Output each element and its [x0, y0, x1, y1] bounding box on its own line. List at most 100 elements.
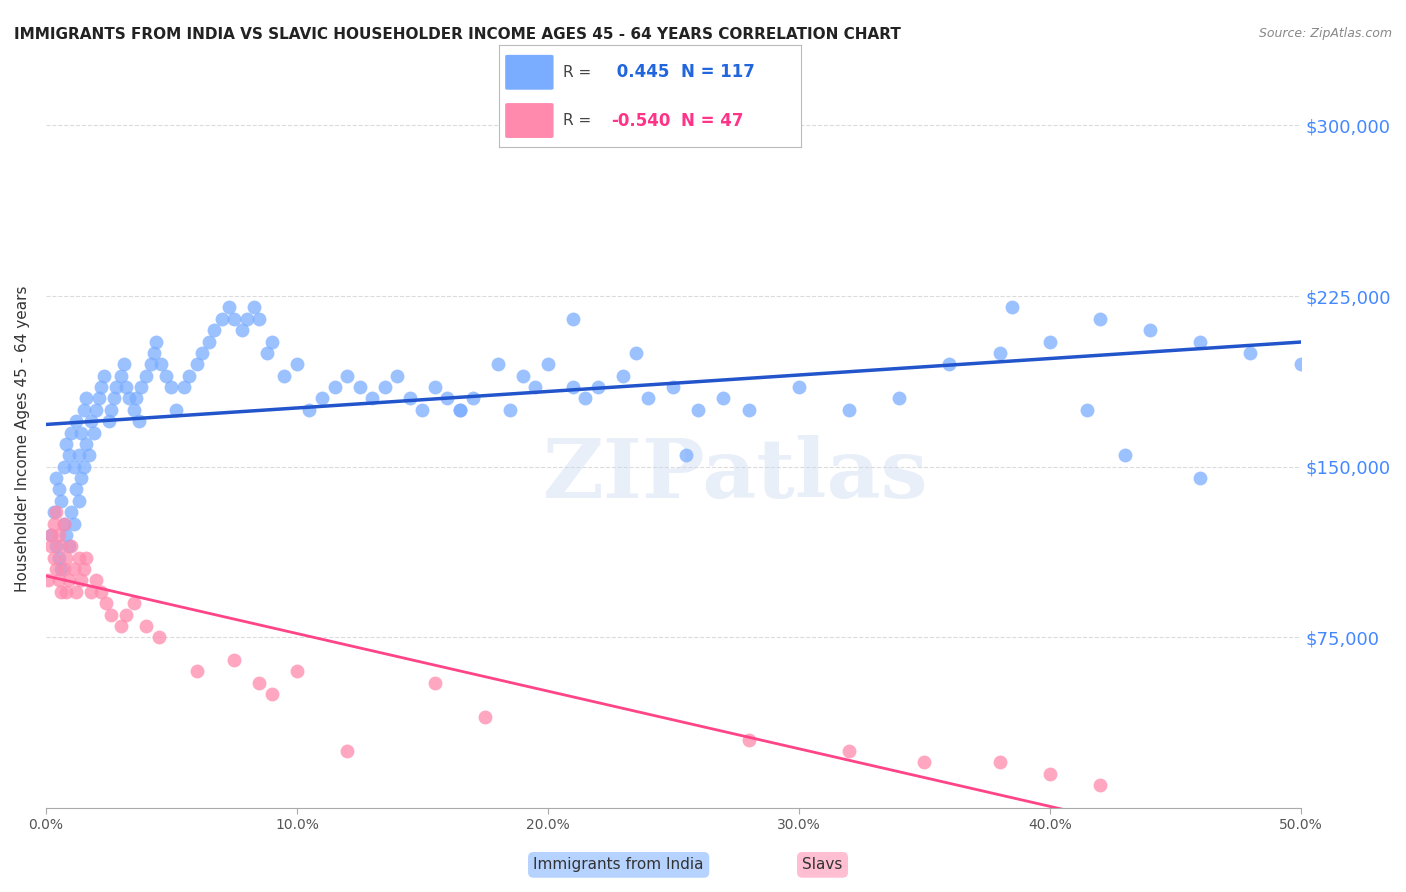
Point [449, 402, 471, 417]
Point [42, 550, 65, 565]
Point [128, 414, 150, 428]
Text: Immigrants from India: Immigrants from India [533, 857, 704, 872]
Point [177, 368, 200, 383]
Point [93, 368, 115, 383]
FancyBboxPatch shape [505, 103, 554, 138]
Point [150, 357, 173, 371]
Point [612, 368, 634, 383]
Point [72, 562, 94, 576]
Point [224, 653, 246, 667]
Point [285, 357, 308, 371]
Point [1114, 448, 1136, 462]
Point [624, 346, 647, 360]
Point [55, 437, 77, 451]
Point [62, 459, 84, 474]
Point [224, 311, 246, 326]
Point [586, 380, 609, 394]
Point [112, 357, 135, 371]
Point [48, 574, 70, 588]
Point [75, 437, 97, 451]
Point [247, 311, 270, 326]
Text: R =: R = [562, 113, 591, 128]
Point [48, 550, 70, 565]
Point [48, 528, 70, 542]
Point [39, 539, 62, 553]
Point [374, 380, 396, 394]
Point [65, 414, 87, 428]
Point [55, 584, 77, 599]
Point [499, 402, 522, 417]
Point [988, 346, 1011, 360]
Point [135, 619, 157, 633]
Point [537, 357, 560, 371]
Point [39, 528, 62, 542]
Point [84, 402, 107, 417]
Point [787, 380, 810, 394]
Point [49, 562, 72, 576]
Point [1189, 471, 1212, 485]
Point [45, 562, 67, 576]
Point [141, 357, 163, 371]
Point [1039, 767, 1062, 781]
Point [42, 505, 65, 519]
Point [60, 425, 83, 440]
Point [260, 687, 283, 701]
Point [1139, 323, 1161, 337]
Point [97, 414, 120, 428]
Text: -0.540: -0.540 [612, 112, 671, 129]
Point [49, 493, 72, 508]
Point [58, 448, 80, 462]
Point [336, 744, 359, 758]
Point [361, 392, 384, 406]
Point [838, 744, 860, 758]
Point [52, 459, 75, 474]
Point [423, 676, 446, 690]
Point [273, 368, 295, 383]
Point [142, 346, 165, 360]
Point [1039, 334, 1062, 349]
Point [37, 574, 59, 588]
Point [131, 380, 153, 394]
Point [100, 402, 122, 417]
Point [512, 368, 534, 383]
Point [45, 505, 67, 519]
Y-axis label: Householder Income Ages 45 - 64 years: Householder Income Ages 45 - 64 years [15, 285, 30, 591]
Point [737, 732, 759, 747]
Point [1289, 357, 1312, 371]
Point [42, 516, 65, 531]
Point [105, 380, 128, 394]
Point [115, 607, 138, 622]
Point [423, 380, 446, 394]
Point [298, 402, 321, 417]
Point [80, 584, 103, 599]
Point [58, 574, 80, 588]
Point [912, 756, 935, 770]
Point [52, 516, 75, 531]
Point [256, 346, 278, 360]
Point [285, 665, 308, 679]
Point [122, 402, 145, 417]
Point [675, 448, 697, 462]
Point [125, 392, 148, 406]
Point [662, 380, 685, 394]
Point [260, 334, 283, 349]
Point [65, 584, 87, 599]
Text: R =: R = [562, 65, 591, 79]
Point [87, 392, 110, 406]
Point [737, 402, 759, 417]
Point [247, 676, 270, 690]
Point [243, 301, 266, 315]
Point [173, 380, 195, 394]
Text: ZIPatlas: ZIPatlas [543, 435, 929, 516]
Point [70, 471, 93, 485]
Point [1189, 334, 1212, 349]
Point [160, 380, 183, 394]
Point [115, 380, 138, 394]
Point [75, 550, 97, 565]
Point [90, 584, 112, 599]
Text: N = 117: N = 117 [681, 63, 755, 81]
Point [323, 380, 346, 394]
Point [411, 402, 433, 417]
Point [1239, 346, 1261, 360]
Point [90, 380, 112, 394]
